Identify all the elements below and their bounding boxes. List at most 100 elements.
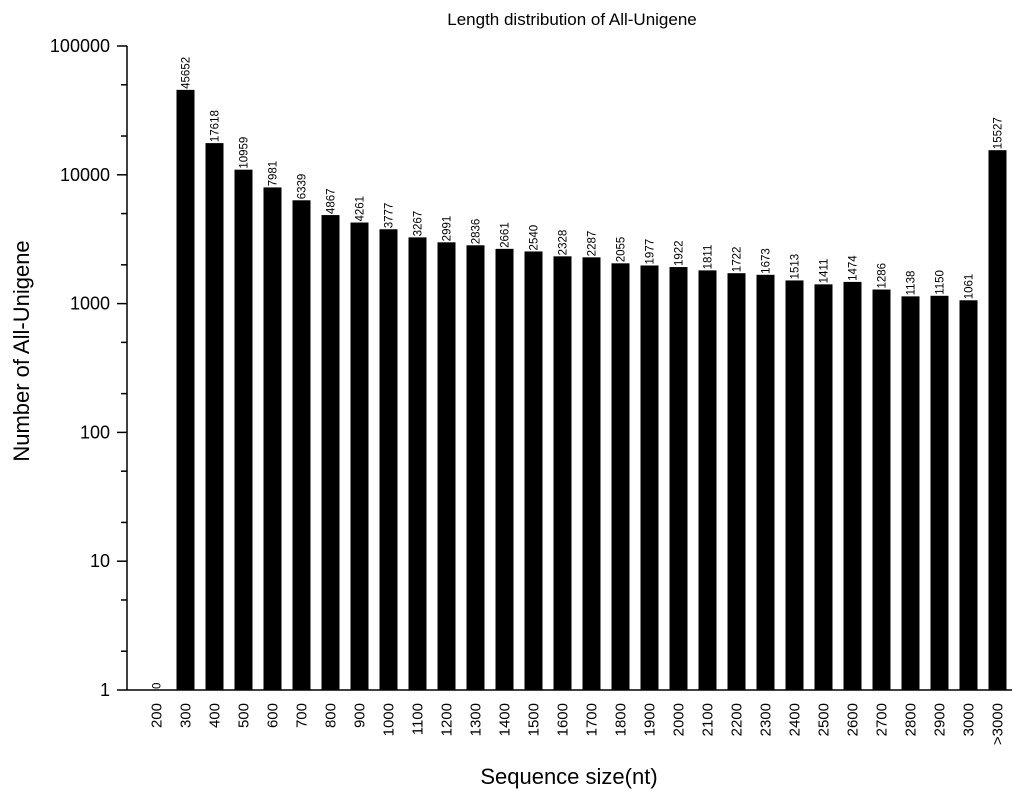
y-tick-label: 10 [90, 551, 110, 571]
x-tick-label: 400 [207, 703, 224, 728]
bar-value-label: 2540 [529, 225, 541, 251]
bar-value-label: 15527 [993, 117, 1005, 149]
x-axis-label: Sequence size(nt) [480, 764, 657, 789]
bar [350, 222, 369, 690]
x-tick-label: 2100 [700, 703, 717, 736]
x-tick-label: 500 [236, 703, 253, 728]
y-tick-label: 10000 [60, 165, 110, 185]
bar [379, 229, 398, 690]
bar-value-label: 7981 [268, 161, 280, 187]
bar-value-label: 10959 [239, 137, 251, 169]
x-tick-label: 3000 [961, 703, 978, 736]
x-tick-label: >3000 [990, 703, 1007, 745]
bar [495, 248, 514, 690]
x-tick-label: 1200 [439, 703, 456, 736]
bar-value-label: 4261 [355, 196, 367, 222]
x-tick-label: 2400 [787, 703, 804, 736]
x-tick-label: 1400 [497, 703, 514, 736]
bar-value-label: 2055 [616, 237, 628, 263]
bar-value-label: 1722 [732, 247, 744, 273]
bar [785, 280, 804, 690]
bar-value-label: 6339 [297, 174, 309, 200]
chart-title: Length distribution of All-Unigene [447, 10, 697, 29]
bar [959, 300, 978, 690]
y-tick-label: 1000 [70, 294, 110, 314]
bar-value-label: 1811 [703, 245, 715, 270]
y-axis-label: Number of All-Unigene [9, 240, 34, 461]
x-tick-label: 2500 [816, 703, 833, 736]
bar [698, 270, 717, 690]
x-tick-label: 900 [352, 703, 369, 728]
bar-value-label: 17618 [210, 110, 222, 142]
bar [437, 242, 456, 690]
bar-value-label: 1150 [935, 270, 947, 295]
bar [176, 89, 195, 691]
bar-value-label: 2836 [471, 219, 483, 245]
bar [234, 169, 253, 691]
x-axis-ticks: 200 300 400 500 600 700 800 900 1000 1100 1200 1300… [149, 703, 1007, 745]
bar-value-label: 3777 [384, 203, 396, 229]
bar [669, 267, 688, 690]
x-tick-label: 1800 [613, 703, 630, 736]
x-tick-label: 2800 [903, 703, 920, 736]
bar-value-label: 1411 [819, 259, 831, 284]
bar [988, 150, 1007, 690]
x-tick-label: 2200 [729, 703, 746, 736]
bar [756, 274, 775, 690]
x-tick-label: 2900 [932, 703, 949, 736]
bar-value-label: 1922 [674, 240, 686, 266]
y-axis-ticks: 1 10 100 1000 10000 100000 [50, 36, 127, 700]
bar [640, 265, 659, 690]
x-tick-label: 300 [178, 703, 195, 728]
x-tick-label: 700 [294, 703, 311, 728]
bar-value-label: 1138 [906, 271, 918, 296]
bar-value-label: 1513 [790, 254, 802, 280]
bar-value-label: 2991 [442, 216, 454, 242]
x-tick-label: 2000 [671, 703, 688, 736]
bar-value-label: 3267 [413, 211, 425, 237]
bar [814, 284, 833, 690]
bar-value-label: 4867 [326, 188, 338, 214]
x-tick-label: 2300 [758, 703, 775, 736]
bar-value-label: 1286 [877, 263, 889, 289]
bar [263, 187, 282, 690]
x-tick-label: 2600 [845, 703, 862, 736]
bar [843, 281, 862, 690]
bar-value-label: 1673 [761, 248, 773, 274]
bar [582, 257, 601, 690]
bar [292, 200, 311, 690]
bar-value-label: 2328 [558, 230, 570, 256]
bar-value-label: 2661 [500, 222, 512, 248]
bar-value-label: 1061 [964, 274, 976, 300]
x-tick-label: 1500 [526, 703, 543, 736]
bar [611, 263, 630, 690]
x-tick-label: 800 [323, 703, 340, 728]
x-tick-label: 1700 [584, 703, 601, 736]
bar [321, 215, 340, 690]
bar-value-label: 1977 [645, 239, 657, 265]
x-tick-label: 1000 [381, 703, 398, 736]
y-tick-label: 100000 [50, 36, 110, 56]
bars: 0 45652 17618 10959 7981 6339 4867 4261 3777 3267… [152, 57, 1007, 691]
y-tick-label: 1 [100, 680, 110, 700]
x-tick-label: 1900 [642, 703, 659, 736]
bar [930, 295, 949, 690]
bar-value-label: 1474 [848, 255, 860, 281]
bar [553, 256, 572, 690]
x-tick-label: 600 [265, 703, 282, 728]
bar-value-label: 45652 [181, 57, 193, 89]
x-tick-label: 1300 [468, 703, 485, 736]
bar [466, 245, 485, 690]
bar [901, 296, 920, 690]
bar [524, 251, 543, 691]
bar [727, 273, 746, 690]
y-tick-label: 100 [80, 422, 110, 442]
bar [408, 237, 427, 690]
bar [205, 143, 224, 690]
bar-value-label: 0 [152, 683, 164, 689]
x-tick-label: 200 [149, 703, 166, 728]
x-tick-label: 1100 [410, 703, 427, 735]
bar-value-label: 2287 [587, 231, 599, 257]
